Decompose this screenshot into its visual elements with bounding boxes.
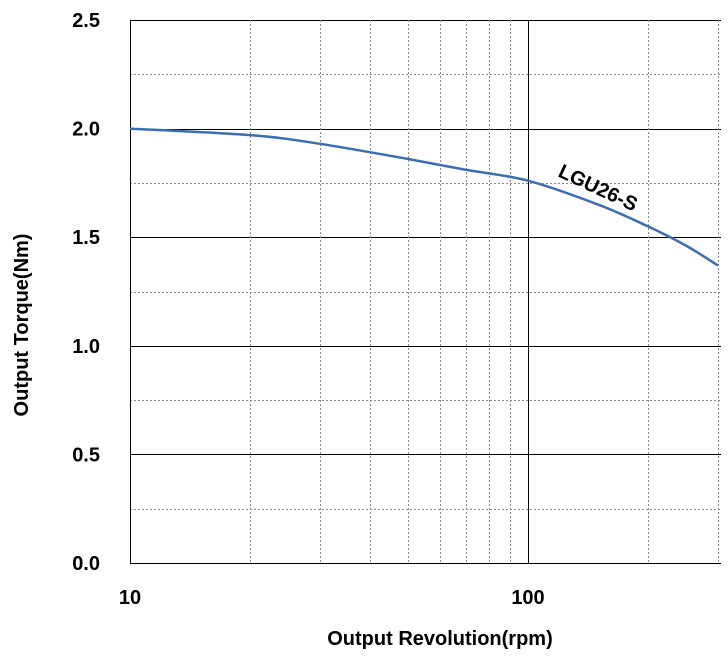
y-tick-label: 1.5 [72, 227, 100, 249]
y-tick-label: 0.0 [72, 553, 100, 575]
y-tick-label: 2.5 [72, 10, 100, 32]
axes [130, 20, 721, 564]
y-axis-title: Output Torque(Nm) [11, 234, 33, 417]
y-tick-label: 2.0 [72, 119, 100, 141]
y-tick-label: 1.0 [72, 336, 100, 358]
tick-labels: 0.0 0.5 1.0 1.5 2.0 2.5 10 100 [72, 10, 545, 609]
series-line [129, 127, 719, 267]
series-group [129, 127, 719, 267]
grid [130, 20, 721, 563]
x-axis-title: Output Revolution(rpm) [327, 628, 553, 650]
x-tick-label: 100 [511, 587, 544, 609]
series-label: LGU26-S [555, 161, 641, 217]
y-tick-label: 0.5 [72, 444, 100, 466]
x-tick-label: 10 [119, 587, 141, 609]
